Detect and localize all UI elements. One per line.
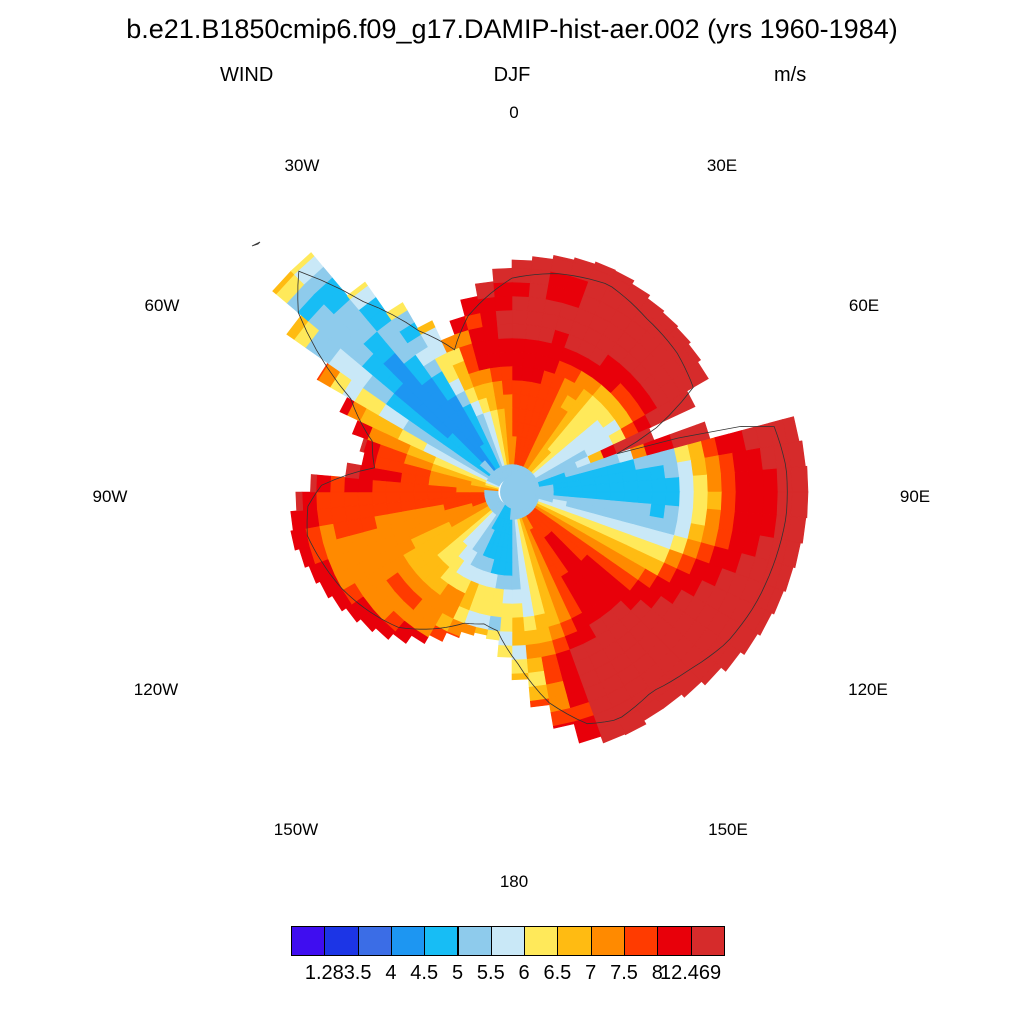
season-label: DJF	[493, 64, 531, 86]
colorbar-label: 7.5	[610, 962, 638, 984]
colorbar-swatch	[291, 926, 326, 956]
colorbar-swatch	[357, 926, 392, 956]
longitude-label: 60W	[144, 296, 180, 315]
colorbar-swatch	[524, 926, 559, 956]
colorbar-label: 5.5	[476, 962, 505, 984]
colorbar-label: 8	[651, 962, 663, 984]
colorbar-label: 7	[585, 962, 597, 984]
longitude-label: 30E	[706, 156, 738, 175]
plot-title: b.e21.B1850cmip6.f09_g17.DAMIP-hist-aer.…	[126, 14, 898, 44]
variable-label: WIND	[220, 64, 274, 86]
colorbar-label: 5	[451, 962, 464, 984]
longitude-label: 90W	[92, 487, 128, 506]
colorbar-label: 3.5	[343, 962, 372, 984]
colorbar-swatch	[424, 926, 459, 956]
wind-field	[272, 252, 809, 744]
longitude-label: 120E	[848, 680, 888, 699]
longitude-label: 150E	[708, 820, 748, 839]
colorbar-label: 1.28	[304, 962, 344, 984]
colorbar-swatch	[390, 926, 426, 956]
colorbar-label: 6	[518, 962, 530, 984]
colorbar-label: 6.5	[543, 962, 572, 984]
colorbar-label: 4.5	[410, 962, 439, 984]
longitude-label: 0	[509, 103, 519, 122]
colorbar-label: 4	[385, 962, 397, 984]
colorbar-label: 12.469	[660, 962, 722, 984]
colorbar-swatch	[557, 926, 592, 956]
longitude-label: 150W	[273, 820, 319, 839]
colorbar-swatch	[490, 926, 526, 956]
colorbar-swatch	[324, 926, 359, 956]
coastline	[297, 270, 788, 725]
colorbar-swatch	[590, 926, 625, 956]
longitude-label: 90E	[899, 487, 931, 506]
colorbar-swatch	[690, 926, 725, 956]
colorbar-swatch	[624, 926, 659, 956]
longitude-label: 30W	[284, 156, 320, 175]
longitude-label: 180	[499, 872, 529, 891]
longitude-label: 120W	[133, 680, 179, 699]
colorbar-swatch	[457, 926, 492, 956]
units-label: m/s	[774, 64, 807, 86]
colorbar-swatch	[657, 926, 692, 956]
longitude-label: 60E	[848, 296, 880, 315]
